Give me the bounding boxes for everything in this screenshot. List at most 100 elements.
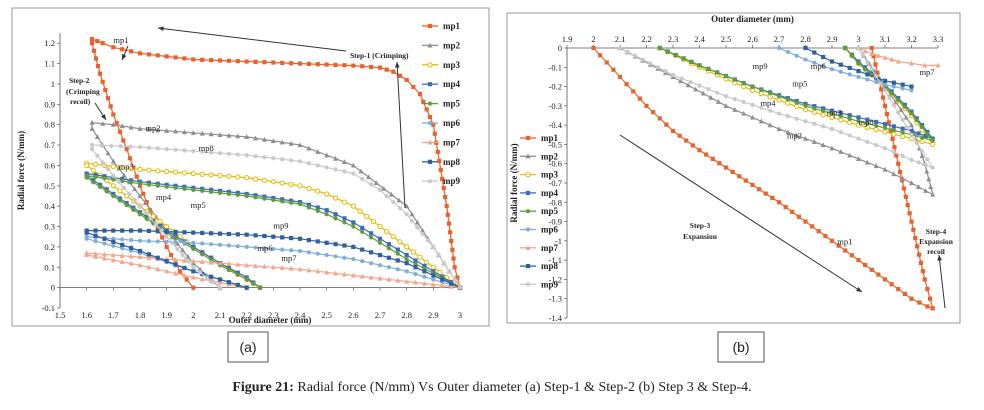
data-point-mp6 <box>360 259 365 264</box>
legend-mp6-label: mp6 <box>541 225 559 235</box>
data-point-mp7 <box>279 265 285 271</box>
data-point-mp9 <box>182 148 187 153</box>
data-point-mp9 <box>648 61 653 66</box>
data-point-mp1 <box>431 122 436 127</box>
annotation-arrow <box>938 254 946 309</box>
data-point-mp1 <box>644 103 649 108</box>
legend-mp8-label: mp8 <box>443 157 461 167</box>
data-point-mp3 <box>84 162 90 169</box>
data-point-mp5 <box>84 175 89 180</box>
data-point-mp5 <box>351 224 356 229</box>
data-point-mp9 <box>118 144 123 149</box>
data-point-mp2 <box>693 86 699 92</box>
data-point-mp1 <box>333 62 338 68</box>
data-point-mp2 <box>164 128 170 133</box>
data-point-mp7 <box>288 265 294 271</box>
legend-mp9-label: mp9 <box>541 279 559 289</box>
data-point-mp6 <box>351 257 356 262</box>
data-point-mp5 <box>723 73 729 79</box>
data-point-mp4 <box>829 108 835 113</box>
data-point-mp9 <box>289 158 294 163</box>
data-point-mp6 <box>874 79 879 85</box>
data-point-mp8 <box>146 228 151 234</box>
data-point-mp6 <box>812 60 817 65</box>
data-point-mp3 <box>217 172 223 179</box>
x-tick-label: 2.3 <box>668 34 679 44</box>
data-point-mp2 <box>678 78 684 84</box>
data-point-mp8 <box>84 230 89 235</box>
data-point-mp1 <box>103 87 108 93</box>
data-point-mp6 <box>377 263 383 268</box>
data-point-mp6 <box>856 74 861 80</box>
data-point-mp3 <box>410 249 416 255</box>
data-point-mp3 <box>873 127 879 133</box>
legend-mp7-label: mp7 <box>541 243 559 253</box>
series-mp9 <box>89 142 463 290</box>
data-point-mp1 <box>836 243 841 248</box>
x-tick-label: 1.7 <box>108 310 119 320</box>
data-point-mp5 <box>395 251 400 256</box>
data-point-mp2 <box>333 155 339 161</box>
data-point-mp9 <box>670 72 676 78</box>
data-point-mp3 <box>776 97 782 103</box>
data-point-mp4 <box>909 128 914 134</box>
data-point-mp5 <box>226 191 231 197</box>
data-point-mp3 <box>404 244 410 250</box>
data-point-mp8 <box>838 62 843 67</box>
data-point-mp1 <box>447 230 453 235</box>
data-point-mp9 <box>715 90 720 95</box>
data-point-mp9 <box>351 171 356 176</box>
legend-mp2-label: mp2 <box>443 40 461 50</box>
data-point-mp8 <box>909 84 914 89</box>
legend-mp3-marker <box>427 62 433 68</box>
data-point-mp9 <box>431 244 436 249</box>
data-point-mp9 <box>887 95 892 100</box>
data-point-mp3 <box>350 203 356 209</box>
data-point-mp5 <box>785 97 790 102</box>
data-point-mp1 <box>911 227 916 232</box>
data-point-mp6 <box>217 242 223 247</box>
data-point-mp2 <box>909 180 914 186</box>
data-point-mp8 <box>431 273 436 278</box>
data-point-mp1 <box>108 104 113 109</box>
data-point-mp9 <box>244 153 249 158</box>
data-point-mp5 <box>155 183 160 188</box>
data-point-mp3 <box>208 172 214 178</box>
data-point-mp9 <box>878 81 883 86</box>
data-point-mp2 <box>180 247 186 253</box>
y-tick-label: -0.8 <box>549 197 562 207</box>
data-point-mp8 <box>413 265 418 270</box>
legend-mp4-marker <box>525 190 531 195</box>
series-mp2-line <box>91 121 461 289</box>
data-point-mp8 <box>900 82 905 87</box>
data-point-mp6 <box>137 238 143 243</box>
data-point-mp7 <box>235 261 241 267</box>
data-point-mp1 <box>438 167 443 173</box>
data-point-mp8 <box>164 229 169 234</box>
data-point-mp1 <box>922 277 927 282</box>
data-point-mp9 <box>99 143 104 148</box>
x-tick-label: 2.4 <box>295 310 306 320</box>
data-point-mp9 <box>226 151 231 156</box>
data-point-mp1 <box>452 265 457 270</box>
data-point-mp2 <box>235 133 241 139</box>
data-point-mp9 <box>838 130 843 135</box>
annotation-arrow <box>396 61 406 209</box>
data-point-mp2 <box>146 126 152 132</box>
x-tick-label: 3.2 <box>906 34 917 44</box>
data-point-mp1 <box>604 60 609 65</box>
x-tick-label: 2.9 <box>827 34 838 44</box>
data-point-mp1 <box>757 187 762 192</box>
y-tick-label: -1.4 <box>549 313 563 323</box>
data-point-mp7 <box>226 261 232 266</box>
data-point-mp1 <box>89 37 95 42</box>
data-point-mp1 <box>684 138 689 143</box>
data-point-mp5 <box>865 121 870 126</box>
data-point-mp5 <box>673 52 678 58</box>
data-point-mp2 <box>261 136 267 142</box>
curve-label-mp5: mp5 <box>792 79 807 89</box>
y-tick-label: 0.8 <box>44 120 55 130</box>
data-point-mp1 <box>105 96 111 101</box>
data-point-mp5 <box>891 128 896 133</box>
data-point-mp8 <box>173 229 178 235</box>
